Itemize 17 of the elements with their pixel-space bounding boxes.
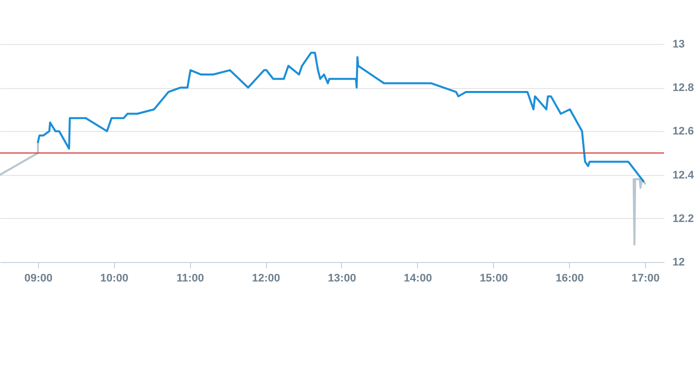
x-tick-label: 13:00 — [328, 272, 356, 284]
y-tick-label: 12.4 — [672, 169, 695, 182]
y-tick-label: 12.8 — [672, 82, 694, 94]
y-tick-label: 12.2 — [672, 212, 694, 225]
line-series — [36, 52, 645, 182]
x-tick-label: 09:00 — [24, 272, 53, 284]
y-tick-label: 12.6 — [672, 126, 694, 138]
x-tick-label: 10:00 — [100, 272, 128, 284]
x-tick-label: 11:00 — [176, 272, 204, 284]
x-tick-label: 15:00 — [480, 272, 508, 284]
y-tick-label: 12 — [672, 256, 685, 268]
line-series — [632, 178, 646, 246]
x-tick-label: 17:00 — [631, 272, 660, 284]
x-tick-label: 12:00 — [252, 272, 280, 284]
x-tick-label: 16:00 — [556, 272, 584, 284]
x-tick-label: 14:00 — [404, 272, 432, 284]
y-tick-label: 13 — [672, 38, 685, 50]
